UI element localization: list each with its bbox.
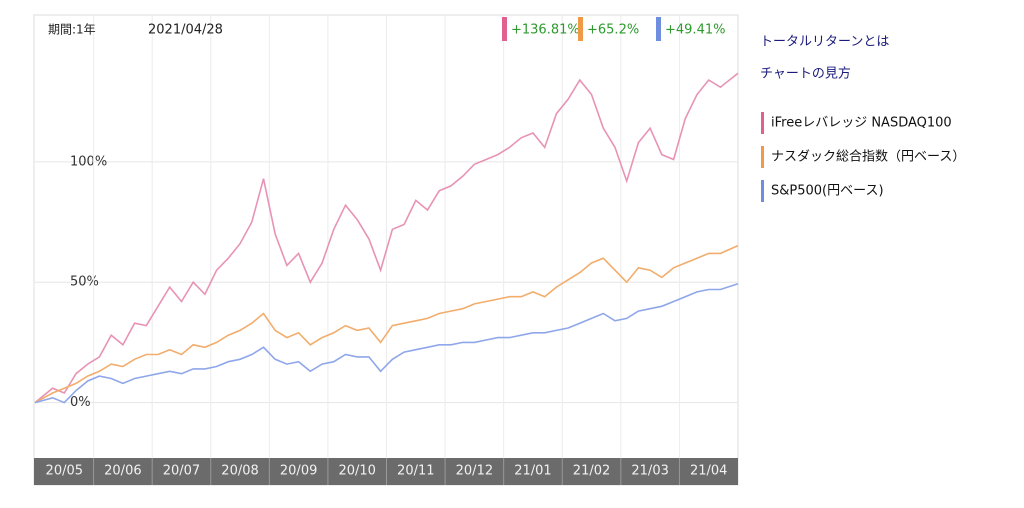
legend-label: ナスダック総合指数（円ベース）	[771, 150, 965, 165]
return-marker	[578, 17, 583, 41]
x-tick-label: 20/08	[221, 464, 258, 479]
legend-swatch	[761, 180, 764, 202]
x-tick-label: 20/05	[46, 464, 83, 479]
x-tick-label: 21/02	[573, 464, 610, 479]
legend-label: iFreeレバレッジ NASDAQ100	[771, 116, 952, 131]
y-tick-label: 100%	[70, 154, 107, 169]
series-line	[34, 72, 739, 404]
x-tick-label: 20/11	[397, 464, 434, 479]
x-tick-label: 21/04	[690, 464, 727, 479]
x-tick-label: 20/12	[456, 464, 493, 479]
x-tick-label: 20/07	[163, 464, 200, 479]
return-labels: +136.81% +65.2% +49.41%	[502, 17, 725, 41]
legend-swatch	[761, 146, 764, 168]
link[interactable]: トータルリターンとは	[760, 35, 889, 50]
date: 2021/04/28	[148, 23, 223, 38]
return-label: +65.2%	[587, 23, 639, 38]
y-tick-label: 0%	[70, 395, 91, 410]
series-line	[34, 282, 739, 404]
x-axis: 20/05 20/06 20/07 20/08 20/09 20/10 20/11 20/12…	[46, 458, 727, 485]
lines	[34, 72, 739, 404]
legend: iFreeレバレッジ NASDAQ100 ナスダック総合指数（円ベース） S&P50…	[761, 112, 965, 202]
link[interactable]: チャートの見方	[760, 66, 851, 82]
period: 期間:1年	[48, 23, 96, 37]
series-line	[34, 244, 739, 404]
return-marker	[656, 17, 661, 41]
x-tick-label: 21/01	[514, 464, 551, 479]
x-tick-label: 21/03	[631, 464, 668, 479]
return-label: +136.81%	[511, 23, 580, 38]
x-tick-label: 20/09	[280, 464, 317, 479]
legend-label: S&P500(円ベース)	[771, 184, 884, 199]
x-tick-label: 20/10	[338, 464, 375, 479]
return-marker	[502, 17, 507, 41]
return-label: +49.41%	[665, 23, 725, 38]
x-tick-label: 20/06	[104, 464, 141, 479]
grid: 0% 50% 100%	[35, 15, 738, 458]
legend-swatch	[761, 112, 764, 134]
y-tick-label: 50%	[70, 275, 99, 290]
